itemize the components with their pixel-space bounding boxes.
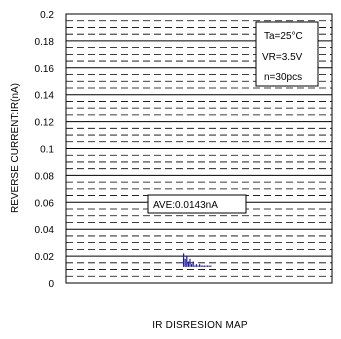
x-axis-label: IR DISRESION MAP [152, 320, 248, 331]
histogram-bar [194, 265, 196, 267]
y-tick-label: 0.14 [35, 91, 55, 102]
y-tick-labels: 0 0.02 0.04 0.06 0.08 0.1 0.12 0.14 0.16 0.18 0.2 [35, 10, 55, 290]
condition-temperature: Ta=25°C [264, 31, 303, 42]
y-tick-label: 0.02 [35, 252, 55, 263]
y-axis-label: REVERSE CURRENT:IR(nA) [10, 83, 21, 213]
condition-voltage: VR=3.5V [262, 52, 303, 63]
histogram-bar [210, 265, 212, 267]
data-marks [183, 253, 212, 267]
condition-sample-count: n=30pcs [264, 72, 302, 83]
histogram-bar [184, 258, 186, 267]
average-label: AVE:0.0143nA [153, 200, 218, 211]
y-tick-label: 0.2 [40, 10, 54, 21]
histogram-bar [207, 265, 209, 267]
plot-frame [65, 13, 333, 284]
y-tick-label: 0.16 [35, 64, 55, 75]
histogram-bar [208, 265, 210, 267]
histogram-bar [189, 258, 191, 267]
conditions-box: Ta=25°C VR=3.5V n=30pcs [255, 21, 319, 87]
histogram-bar [191, 264, 193, 267]
y-tick-label: 0.04 [35, 225, 55, 236]
y-tick-label: 0.08 [35, 171, 55, 182]
histogram-bar [195, 264, 197, 267]
histogram-bar [183, 253, 185, 267]
y-tick-label: 0.12 [35, 118, 55, 129]
y-tick-label: 0.18 [35, 37, 55, 48]
histogram-bar [197, 265, 199, 267]
histogram-bar [205, 265, 207, 267]
y-tick-label: 0 [48, 279, 54, 290]
histogram-bar [186, 256, 188, 267]
y-tick-label: 0.1 [40, 145, 54, 156]
histogram-bar [192, 261, 194, 267]
y-tick-label: 0.06 [35, 198, 55, 209]
histogram-bar [203, 265, 205, 267]
average-box: AVE:0.0143nA [147, 194, 247, 214]
histogram-bar [200, 265, 202, 267]
histogram-bar [202, 265, 204, 267]
histogram-bar [187, 261, 189, 267]
histogram-bar [199, 264, 201, 267]
